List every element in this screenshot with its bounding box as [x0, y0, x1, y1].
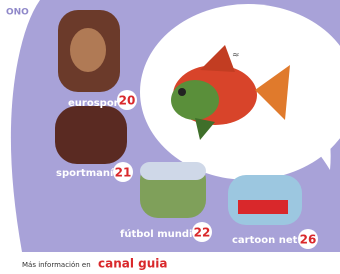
channel-number: 21 [115, 166, 132, 180]
footer-brand: canal guia [98, 257, 168, 271]
channel-name: cartoon net. [232, 235, 301, 246]
logo: ONO [6, 8, 29, 18]
channel-name: fútbol mundial [120, 228, 203, 240]
channel-name: eurosport [68, 98, 124, 109]
page: ≈ ONO eurosport 20 sportmanía 21 fútbol … [0, 0, 340, 274]
channel-number: 26 [300, 233, 317, 247]
photo-detail [70, 28, 106, 72]
footer-text: Más información en [22, 261, 91, 269]
photo-detail [140, 162, 206, 180]
photo [55, 106, 127, 164]
svg-text:≈: ≈ [232, 51, 240, 61]
photo-detail [238, 200, 288, 214]
ad-visual: ≈ ONO eurosport 20 sportmanía 21 fútbol … [0, 0, 340, 274]
channel-name: sportmanía [56, 167, 120, 179]
channel-number: 20 [119, 94, 136, 108]
channel-number: 22 [194, 226, 211, 240]
